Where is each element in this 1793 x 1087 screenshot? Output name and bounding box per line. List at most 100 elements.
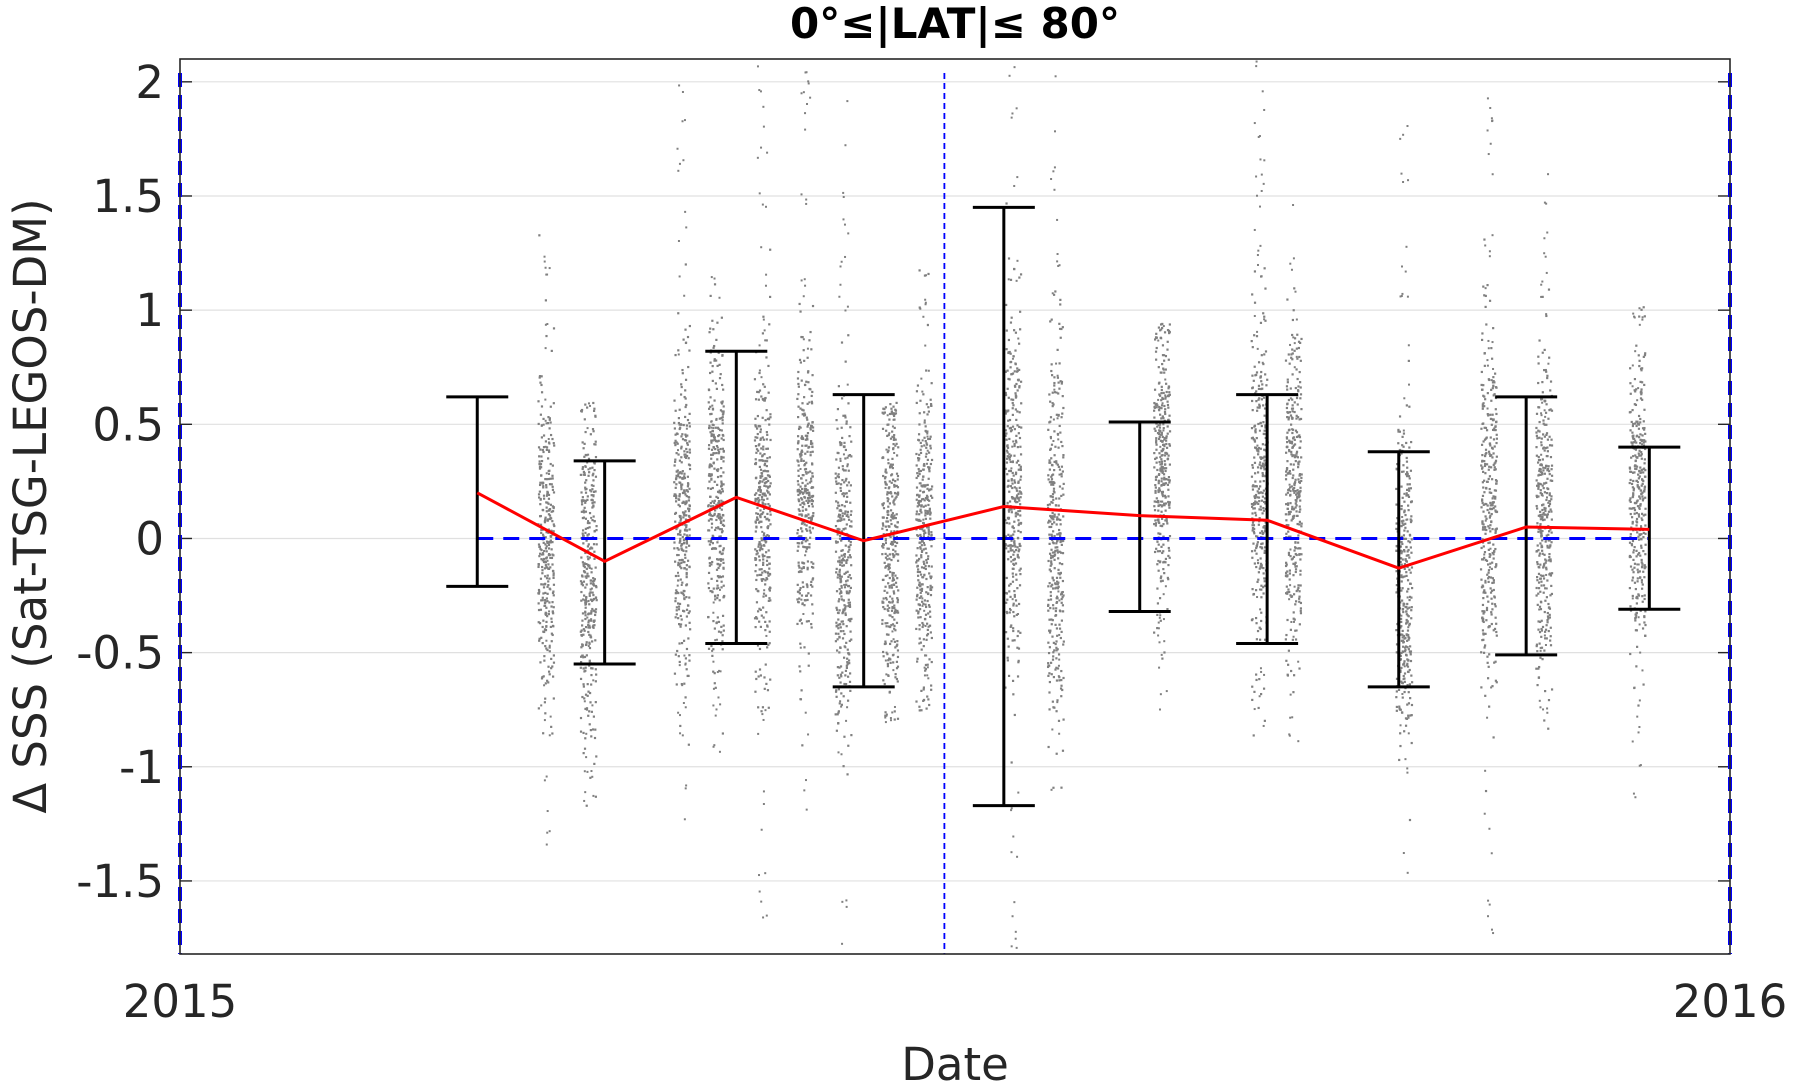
scatter-point xyxy=(1288,362,1291,365)
scatter-point xyxy=(838,574,841,578)
scatter-point xyxy=(847,515,850,518)
scatter-point xyxy=(767,503,770,506)
scatter-point xyxy=(710,518,713,521)
scatter-point xyxy=(920,648,923,651)
scatter-point xyxy=(924,344,927,347)
scatter-point xyxy=(922,393,925,396)
scatter-point xyxy=(1007,645,1010,648)
scatter-point xyxy=(720,455,723,459)
scatter-point xyxy=(809,454,812,457)
scatter-point xyxy=(1158,550,1162,553)
scatter-point xyxy=(1156,587,1159,590)
scatter-point xyxy=(1014,392,1017,395)
scatter-point xyxy=(1154,478,1158,481)
scatter-point xyxy=(761,498,764,501)
scatter-point xyxy=(1010,809,1013,812)
scatter-point xyxy=(805,472,808,475)
scatter-point xyxy=(722,438,725,442)
scatter-point xyxy=(707,388,711,391)
scatter-point xyxy=(1263,407,1267,410)
scatter-point xyxy=(674,493,677,496)
scatter-point xyxy=(757,482,761,485)
scatter-point xyxy=(809,594,813,597)
scatter-point xyxy=(585,454,588,457)
scatter-point xyxy=(547,554,550,557)
scatter-point xyxy=(1259,562,1263,565)
scatter-point xyxy=(844,492,847,495)
scatter-point xyxy=(839,665,843,668)
scatter-point xyxy=(884,585,887,588)
scatter-point xyxy=(1163,572,1166,575)
scatter-point xyxy=(1294,490,1297,493)
scatter-point xyxy=(806,438,809,441)
scatter-point xyxy=(711,453,714,456)
scatter-point xyxy=(811,612,814,615)
scatter-point xyxy=(590,683,593,686)
scatter-point xyxy=(1047,474,1050,477)
scatter-point xyxy=(915,498,918,501)
scatter-point xyxy=(762,606,765,609)
scatter-point xyxy=(1161,504,1164,507)
scatter-point xyxy=(811,472,814,475)
scatter-point xyxy=(538,639,541,642)
scatter-point xyxy=(802,349,805,352)
scatter-point xyxy=(1057,504,1060,507)
scatter-point xyxy=(1256,535,1259,538)
scatter-point xyxy=(841,549,844,552)
scatter-point xyxy=(716,458,719,461)
scatter-point xyxy=(582,731,585,735)
scatter-point xyxy=(1005,610,1008,614)
scatter-point xyxy=(1155,443,1158,446)
scatter-point xyxy=(756,156,759,159)
scatter-point xyxy=(552,442,555,445)
scatter-point xyxy=(838,537,842,540)
scatter-point xyxy=(925,452,928,455)
scatter-point xyxy=(1156,518,1159,521)
scatter-point xyxy=(926,628,929,632)
scatter-point xyxy=(919,591,922,594)
scatter-point xyxy=(1153,500,1156,503)
scatter-point xyxy=(1165,446,1169,449)
scatter-point xyxy=(755,588,758,591)
scatter-point xyxy=(915,595,919,598)
scatter-point xyxy=(543,567,546,570)
scatter-point xyxy=(551,488,555,491)
scatter-point xyxy=(1156,626,1159,630)
scatter-point xyxy=(1018,386,1021,389)
scatter-point xyxy=(689,628,692,631)
scatter-point xyxy=(888,418,891,421)
scatter-point xyxy=(1261,387,1264,390)
scatter-point xyxy=(758,607,761,610)
scatter-point xyxy=(1009,544,1012,547)
scatter-point xyxy=(1257,422,1260,426)
scatter-point xyxy=(767,706,770,709)
scatter-point xyxy=(584,602,588,606)
scatter-point xyxy=(893,710,896,713)
scatter-point xyxy=(1020,426,1023,429)
scatter-point xyxy=(799,618,802,621)
scatter-point xyxy=(674,486,677,489)
scatter-point xyxy=(1264,443,1267,446)
scatter-point xyxy=(1006,656,1009,659)
scatter-point xyxy=(721,383,724,387)
scatter-point xyxy=(1163,437,1166,440)
scatter-point xyxy=(1298,597,1301,600)
scatter-point xyxy=(549,540,552,543)
scatter-point xyxy=(754,499,757,503)
scatter-point xyxy=(754,477,758,480)
scatter-point xyxy=(1295,396,1299,400)
scatter-point xyxy=(1163,459,1166,463)
scatter-point xyxy=(1011,112,1014,115)
scatter-point xyxy=(930,688,933,691)
scatter-point xyxy=(709,327,712,330)
scatter-point xyxy=(584,551,587,555)
scatter-point xyxy=(759,520,762,523)
scatter-point xyxy=(538,455,541,458)
scatter-point xyxy=(894,574,897,577)
scatter-point xyxy=(1286,298,1289,301)
scatter-point xyxy=(891,516,894,520)
scatter-point xyxy=(1047,662,1050,665)
scatter-point xyxy=(552,523,555,526)
scatter-point xyxy=(1053,513,1056,516)
scatter-point xyxy=(592,479,595,482)
